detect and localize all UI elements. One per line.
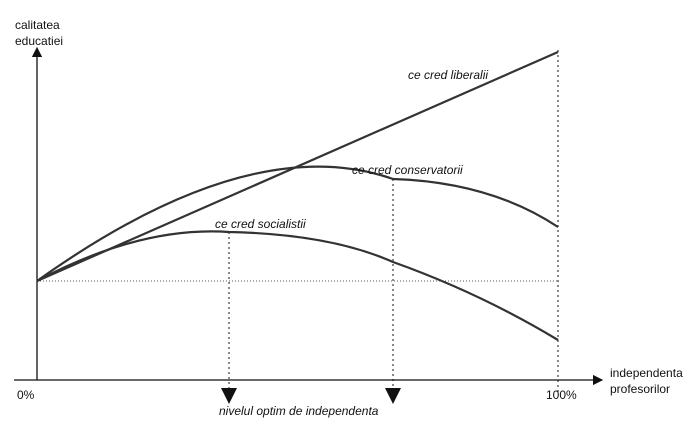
conservative-curve [36, 165, 559, 282]
socialist-curve-label: ce cred socialistii [215, 217, 306, 231]
x-axis-label-line2: profesorilor [610, 382, 670, 396]
x-tick-100pct: 100% [546, 388, 577, 402]
liberal-curve-label: ce cred liberalii [408, 68, 488, 82]
optimum-label: nivelul optim de independenta [219, 404, 379, 418]
conservative-curve-label: ce cred conservatorii [352, 163, 463, 177]
y-axis-label-line2: educatiei [15, 34, 63, 48]
y-axis-label-line1: calitatea [15, 18, 60, 32]
x-tick-0pct: 0% [17, 388, 35, 402]
x-axis-label-line1: independenta [610, 366, 683, 380]
socialist-curve [36, 230, 559, 341]
